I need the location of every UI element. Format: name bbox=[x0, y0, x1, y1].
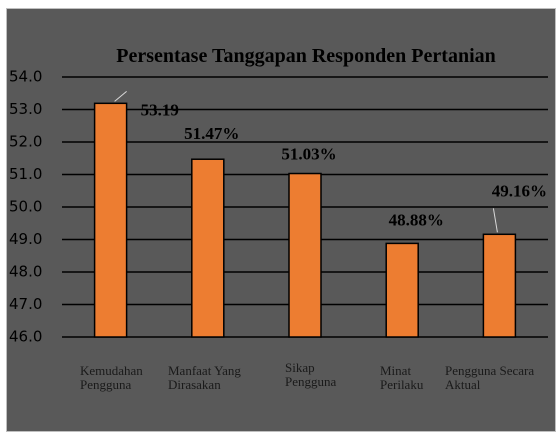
y-tick-label: 50.0 bbox=[9, 198, 42, 216]
x-tick-label: Sikap Pengguna bbox=[285, 360, 337, 389]
data-label: 49.16% bbox=[492, 181, 547, 200]
leader-line bbox=[114, 90, 127, 102]
y-tick-label: 49.0 bbox=[9, 230, 42, 248]
x-tick-label: Manfaat Yang Dirasakan bbox=[168, 363, 241, 392]
data-label: 53.19 bbox=[141, 100, 179, 119]
bar bbox=[93, 102, 128, 338]
x-tick-label: Minat Perilaku bbox=[380, 363, 424, 392]
data-label: 51.47% bbox=[184, 124, 239, 143]
x-tick-label: Kemudahan Pengguna bbox=[80, 363, 143, 392]
y-tick-label: 51.0 bbox=[9, 165, 42, 183]
bar bbox=[191, 158, 225, 338]
data-label: 51.03% bbox=[281, 145, 336, 164]
bar bbox=[288, 172, 322, 338]
leader-line bbox=[492, 208, 498, 233]
data-label: 48.88% bbox=[389, 210, 444, 229]
y-tick-label: 53.0 bbox=[9, 100, 42, 118]
y-tick-label: 46.0 bbox=[9, 328, 42, 346]
y-tick-label: 47.0 bbox=[9, 295, 42, 313]
x-tick-label: Pengguna Secara Aktual bbox=[445, 363, 535, 392]
y-tick-label: 54.0 bbox=[9, 68, 42, 86]
y-tick-label: 48.0 bbox=[9, 263, 42, 281]
bar bbox=[482, 233, 517, 338]
chart-title: Persentase Tanggapan Responden Pertanian bbox=[116, 45, 496, 67]
bar bbox=[385, 242, 419, 338]
y-tick-label: 52.0 bbox=[9, 133, 42, 151]
